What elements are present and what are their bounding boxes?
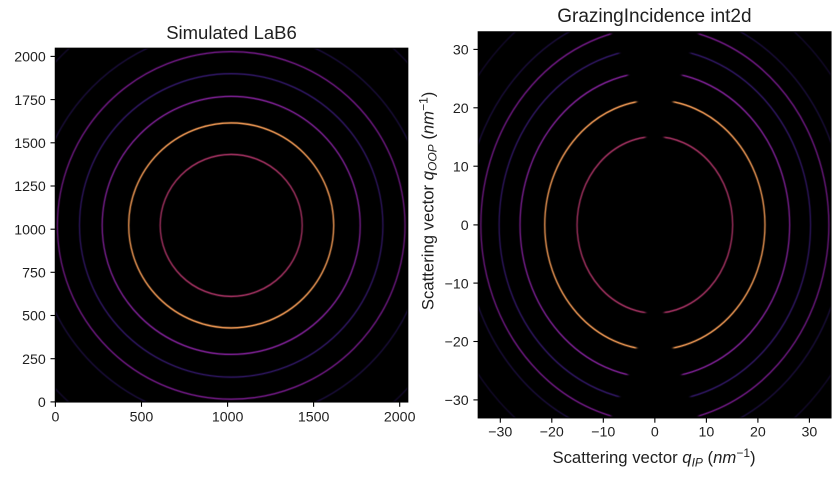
svg-text:0: 0 xyxy=(651,425,659,441)
svg-text:1500: 1500 xyxy=(14,136,46,152)
svg-text:750: 750 xyxy=(22,266,46,282)
svg-text:0: 0 xyxy=(51,410,59,426)
svg-text:−30: −30 xyxy=(488,425,512,441)
svg-text:1500: 1500 xyxy=(298,410,330,426)
svg-text:−10: −10 xyxy=(591,425,615,441)
svg-text:0: 0 xyxy=(461,218,469,234)
svg-text:30: 30 xyxy=(802,425,818,441)
svg-text:0: 0 xyxy=(38,395,46,411)
svg-text:250: 250 xyxy=(22,352,46,368)
svg-text:−10: −10 xyxy=(445,276,469,292)
svg-text:−30: −30 xyxy=(445,393,469,409)
svg-text:2000: 2000 xyxy=(14,50,46,66)
svg-text:20: 20 xyxy=(453,101,469,117)
svg-text:1250: 1250 xyxy=(14,179,46,195)
svg-text:30: 30 xyxy=(453,43,469,59)
svg-text:Simulated LaB6: Simulated LaB6 xyxy=(166,22,297,43)
svg-text:10: 10 xyxy=(453,159,469,175)
svg-text:1000: 1000 xyxy=(14,222,46,238)
svg-text:500: 500 xyxy=(22,309,46,325)
svg-text:2000: 2000 xyxy=(384,410,416,426)
svg-text:−20: −20 xyxy=(540,425,564,441)
svg-text:−20: −20 xyxy=(445,335,469,351)
svg-text:500: 500 xyxy=(130,410,154,426)
svg-text:Scattering vector qIP (nm−1): Scattering vector qIP (nm−1) xyxy=(552,446,755,469)
svg-text:10: 10 xyxy=(699,425,715,441)
svg-text:1000: 1000 xyxy=(212,410,244,426)
svg-text:1750: 1750 xyxy=(14,93,46,109)
svg-text:Scattering vector qOOP (nm−1): Scattering vector qOOP (nm−1) xyxy=(417,92,440,310)
svg-text:20: 20 xyxy=(750,425,766,441)
svg-text:GrazingIncidence int2d: GrazingIncidence int2d xyxy=(557,6,751,27)
